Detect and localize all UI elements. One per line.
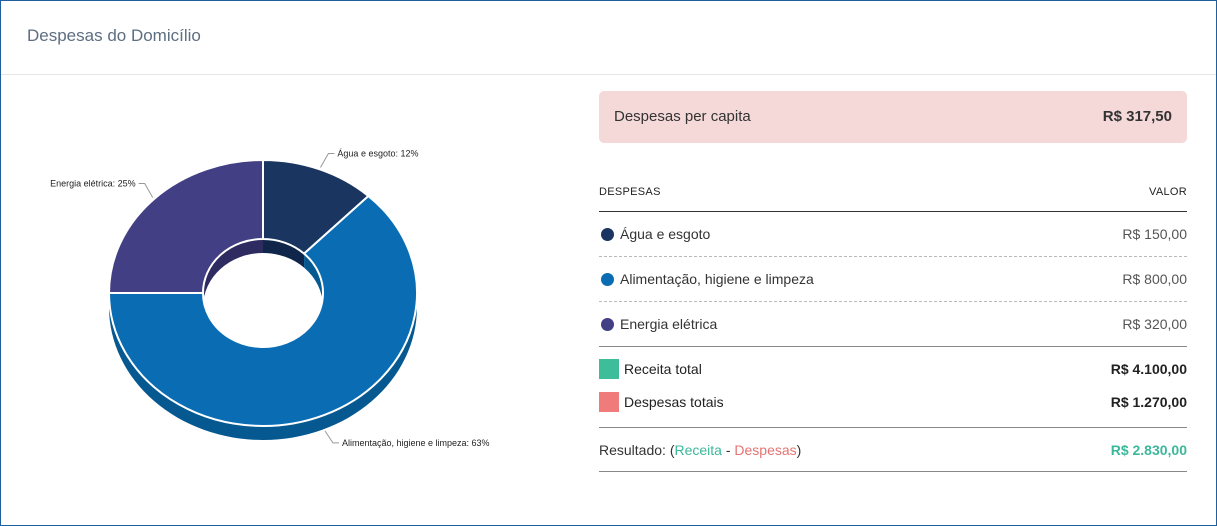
- expense-value: R$ 150,00: [1122, 226, 1187, 242]
- table-header: DESPESAS VALOR: [599, 173, 1187, 212]
- per-capita-label: Despesas per capita: [614, 108, 751, 125]
- expenses-total-row: Despesas totais R$ 1.270,00: [599, 385, 1187, 418]
- table-row: Água e esgoto R$ 150,00: [599, 212, 1187, 257]
- expense-value: R$ 800,00: [1122, 271, 1187, 287]
- expense-name: Água e esgoto: [620, 226, 711, 242]
- expense-name: Alimentação, higiene e limpeza: [620, 271, 814, 287]
- slice-label-1: Alimentação, higiene e limpeza: 63%: [342, 438, 490, 448]
- column-header-value: VALOR: [1149, 186, 1187, 198]
- per-capita-box: Despesas per capita R$ 317,50: [599, 91, 1187, 143]
- table-row: Alimentação, higiene e limpeza R$ 800,00: [599, 257, 1187, 302]
- card-title: Despesas do Domicílio: [27, 26, 201, 45]
- result-value: R$ 2.830,00: [1110, 442, 1187, 458]
- slice-2: [108, 159, 264, 294]
- result-close: ): [796, 442, 802, 458]
- slice-label-2: Energia elétrica: 25%: [50, 179, 136, 189]
- expenses-total-value: R$ 1.270,00: [1110, 394, 1187, 410]
- expenses-donut-chart: Água e esgoto: 12% Alimentação, higiene e…: [21, 101, 581, 501]
- column-header-expenses: DESPESAS: [599, 186, 661, 198]
- income-total-label: Receita total: [624, 361, 702, 377]
- table-row: Energia elétrica R$ 320,00: [599, 302, 1187, 347]
- expenses-square-icon: [599, 392, 619, 412]
- result-receita: Receita: [674, 442, 722, 458]
- expense-name: Energia elétrica: [620, 316, 718, 332]
- result-row: Resultado: (Receita - Despesas) R$ 2.830…: [599, 428, 1187, 472]
- slice-1: [108, 195, 418, 427]
- expense-value: R$ 320,00: [1122, 316, 1187, 332]
- income-total-value: R$ 4.100,00: [1110, 361, 1187, 377]
- slice-connector-2: [138, 183, 154, 198]
- slice-inner-wall-2: [203, 239, 263, 307]
- legend-dot-icon: [601, 273, 614, 286]
- slice-connector-0: [319, 152, 335, 168]
- expenses-total-label: Despesas totais: [624, 394, 724, 410]
- slice-connector-1: [324, 430, 339, 444]
- result-despesas: Despesas: [734, 442, 797, 458]
- card-header: Despesas do Domicílio: [1, 1, 1216, 75]
- result-label-prefix: Resultado: (: [599, 442, 675, 458]
- per-capita-value: R$ 317,50: [1102, 108, 1172, 125]
- donut-chart-svg: Água e esgoto: 12% Alimentação, higiene e…: [50, 148, 490, 448]
- slice-inner-wall-0: [263, 239, 305, 268]
- slice-inner-wall-1: [304, 253, 323, 307]
- income-square-icon: [599, 359, 619, 379]
- income-total-row: Receita total R$ 4.100,00: [599, 352, 1187, 385]
- expenses-table: DESPESAS VALOR Água e esgoto R$ 150,00 A…: [599, 173, 1187, 472]
- legend-dot-icon: [601, 228, 614, 241]
- result-separator: -: [721, 442, 735, 458]
- totals-block: Receita total R$ 4.100,00 Despesas totai…: [599, 347, 1187, 428]
- result-label: Resultado: (Receita - Despesas): [599, 442, 801, 458]
- slice-label-0: Água e esgoto: 12%: [337, 148, 418, 158]
- legend-dot-icon: [601, 318, 614, 331]
